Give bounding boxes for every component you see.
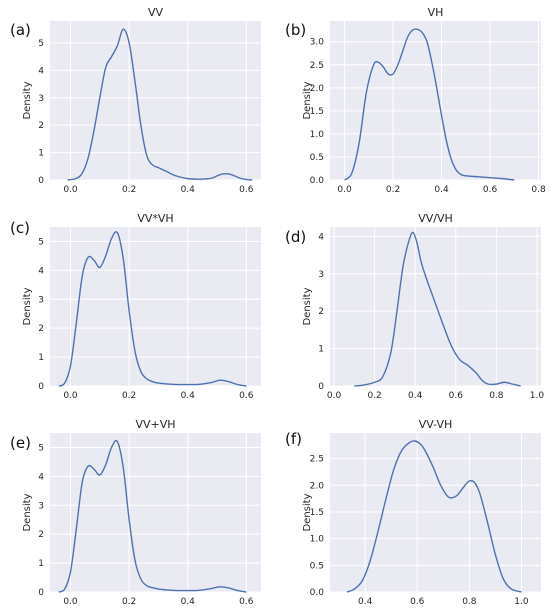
panel-b-x-tick-label: 0.2 — [386, 185, 400, 195]
panel-b-y-tick-label: 3.0 — [310, 38, 325, 48]
panel-d-letter: (d) — [285, 228, 306, 246]
panel-d-y-axis-label: Density — [302, 287, 313, 325]
panel-e-plot-area — [50, 433, 261, 592]
panel-f-y-tick-label: 2.5 — [310, 455, 324, 465]
panel-f-density-curve — [346, 440, 522, 593]
panel-b-y-tick-label: 0.5 — [310, 153, 324, 163]
panel-d-density-curve — [354, 231, 521, 387]
panel-a-letter: (a) — [10, 21, 31, 39]
panel-b-x-tick-label: 0.4 — [434, 185, 449, 195]
panel-a-x-tick-label: 0.4 — [181, 185, 196, 195]
panel-e-y-tick-label: 2 — [38, 530, 44, 540]
panel-e-letter: (e) — [10, 434, 31, 452]
panel-f-title: VV-VH — [419, 418, 453, 431]
panel-b-title: VH — [428, 6, 444, 19]
panel-d-y-tick-label: 2 — [318, 307, 324, 317]
panel-d-x-tick-label: 0.6 — [449, 391, 464, 401]
panel-e-y-axis-label: Density — [22, 493, 33, 531]
panel-e-x-tick-label: 0.0 — [63, 597, 78, 607]
panel-a-x-tick-label: 0.0 — [63, 185, 78, 195]
panel-d-y-tick-label: 4 — [318, 232, 324, 242]
panel-f-y-tick-label: 0.5 — [310, 561, 324, 571]
panel-f-x-tick-label: 0.4 — [358, 597, 373, 607]
panel-b-x-tick-label: 0.0 — [337, 185, 352, 195]
panel-f-x-tick-label: 1.0 — [514, 597, 529, 607]
panel-d-x-tick-label: 0.2 — [367, 391, 381, 401]
panel-c-letter: (c) — [10, 219, 30, 237]
panel-a-y-tick-label: 4 — [38, 66, 44, 76]
panel-f-y-tick-label: 1.0 — [310, 535, 325, 545]
panel-d-y-tick-label: 3 — [318, 270, 324, 280]
panel-a-y-tick-label: 1 — [38, 149, 44, 159]
panel-f-y-axis-label: Density — [302, 493, 313, 531]
panel-e-title: VV+VH — [135, 418, 175, 431]
panel-e-y-tick-label: 5 — [38, 443, 44, 453]
panel-b-letter: (b) — [285, 21, 306, 39]
panel-b-plot-area — [330, 21, 541, 180]
panel-b-y-tick-label: 2.5 — [310, 61, 324, 71]
panel-e-y-tick-label: 4 — [38, 472, 44, 482]
panel-b-y-tick-label: 0.0 — [310, 176, 325, 186]
panel-b-y-tick-label: 1.5 — [310, 107, 324, 117]
panel-a-x-tick-label: 0.6 — [239, 185, 254, 195]
panel-c-y-tick-label: 0 — [38, 382, 44, 392]
panel-c-y-tick-label: 1 — [38, 353, 44, 363]
panel-f-x-tick-label: 0.6 — [410, 597, 425, 607]
panel-a-y-tick-label: 3 — [38, 94, 44, 104]
panel-c-plot-area — [50, 227, 261, 386]
panel-b-density-curve — [344, 28, 515, 181]
panel-a-y-tick-label: 0 — [38, 176, 44, 186]
panel-d-x-tick-label: 0.8 — [489, 391, 504, 401]
panel-c-y-tick-label: 2 — [38, 324, 44, 334]
panel-f-plot-area — [330, 433, 541, 592]
panel-c-y-tick-label: 5 — [38, 237, 44, 247]
panel-c-y-tick-label: 3 — [38, 295, 44, 305]
panel-c-density-curve — [58, 231, 247, 387]
panel-c-y-tick-label: 4 — [38, 266, 44, 276]
panel-a-y-tick-label: 5 — [38, 39, 44, 49]
panel-e-y-tick-label: 1 — [38, 559, 44, 569]
panel-d-x-tick-label: 0.0 — [327, 391, 342, 401]
panel-c-x-tick-label: 0.6 — [239, 391, 254, 401]
panel-a-y-tick-label: 2 — [38, 121, 44, 131]
panel-f-y-tick-label: 0.0 — [310, 588, 325, 598]
panel-e-density-curve — [58, 439, 247, 593]
panel-b-x-tick-label: 0.8 — [531, 185, 546, 195]
panel-c-x-tick-label: 0.4 — [181, 391, 196, 401]
panel-a-y-axis-label: Density — [22, 81, 33, 119]
panel-d-plot-area — [330, 227, 541, 386]
panel-e-x-tick-label: 0.4 — [181, 597, 196, 607]
panel-d-y-tick-label: 1 — [318, 345, 324, 355]
panel-f-y-tick-label: 1.5 — [310, 508, 324, 518]
panel-e-y-tick-label: 0 — [38, 588, 44, 598]
panel-b-y-tick-label: 1.0 — [310, 130, 325, 140]
panel-d-title: VV/VH — [418, 212, 453, 225]
panel-e-x-tick-label: 0.6 — [239, 597, 254, 607]
panel-e-y-tick-label: 3 — [38, 501, 44, 511]
panel-d-x-tick-label: 1.0 — [530, 391, 545, 401]
panel-a-x-tick-label: 0.2 — [122, 185, 136, 195]
panel-b-y-tick-label: 2.0 — [310, 84, 325, 94]
panel-c-x-tick-label: 0.2 — [122, 391, 136, 401]
panel-f-letter: (f) — [285, 430, 302, 448]
panel-f-y-tick-label: 2.0 — [310, 481, 325, 491]
panel-b-x-tick-label: 0.6 — [483, 185, 498, 195]
panel-b-y-axis-label: Density — [302, 81, 313, 119]
panel-a-title: VV — [148, 6, 164, 19]
panel-c-title: VV*VH — [137, 212, 173, 225]
panel-f-x-tick-label: 0.8 — [462, 597, 477, 607]
panel-d-x-tick-label: 0.4 — [408, 391, 423, 401]
panel-a-density-curve — [67, 28, 253, 181]
panel-c-y-axis-label: Density — [22, 287, 33, 325]
panel-e-x-tick-label: 0.2 — [122, 597, 136, 607]
panel-a-plot-area — [50, 21, 261, 180]
panel-d-y-tick-label: 0 — [318, 382, 324, 392]
panel-c-x-tick-label: 0.0 — [63, 391, 78, 401]
